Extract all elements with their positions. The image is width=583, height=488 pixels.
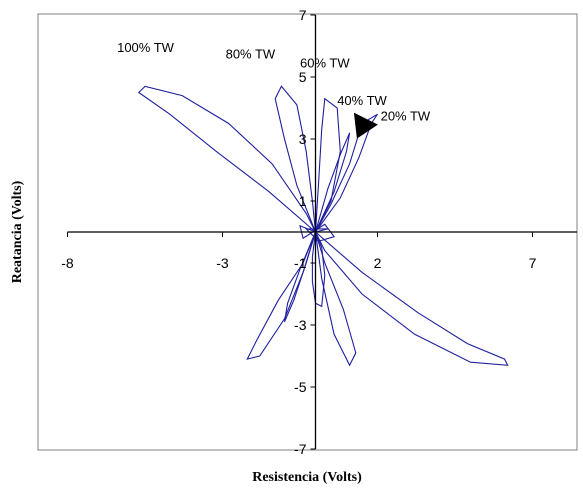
y-tick-label: -1: [294, 255, 307, 271]
y-tick-label: -3: [294, 317, 307, 333]
loop-label-0: 100% TW: [117, 40, 175, 55]
loop-label-1: 80% TW: [226, 46, 276, 61]
loop-4: [311, 113, 378, 308]
x-tick-label: -8: [61, 255, 74, 271]
x-tick-label: 7: [529, 255, 537, 271]
x-axis-title: Resistencia (Volts): [252, 470, 362, 485]
x-tick-label: -3: [216, 255, 229, 271]
loop-label-3: 40% TW: [337, 93, 387, 108]
y-tick-label: 7: [299, 7, 307, 23]
y-tick-label: 5: [299, 69, 307, 85]
y-tick-label: -7: [294, 441, 307, 457]
loop-5: [299, 223, 336, 242]
axes-layer: [67, 14, 577, 450]
loop-label-4: 20% TW: [381, 108, 431, 123]
y-tick-label: 3: [299, 131, 307, 147]
y-tick-label: -5: [294, 379, 307, 395]
x-tick-label: 2: [374, 255, 382, 271]
direction-arrow-icon: [353, 112, 378, 139]
y-axis-title: Reatancia (Volts): [10, 180, 25, 283]
y-tick-label: 1: [299, 193, 307, 209]
tick-labels-layer: -8 -3 2 7 7 5 3 1 -1 -3 -5 -7: [61, 7, 536, 457]
loop-label-2: 60% TW: [300, 56, 350, 71]
